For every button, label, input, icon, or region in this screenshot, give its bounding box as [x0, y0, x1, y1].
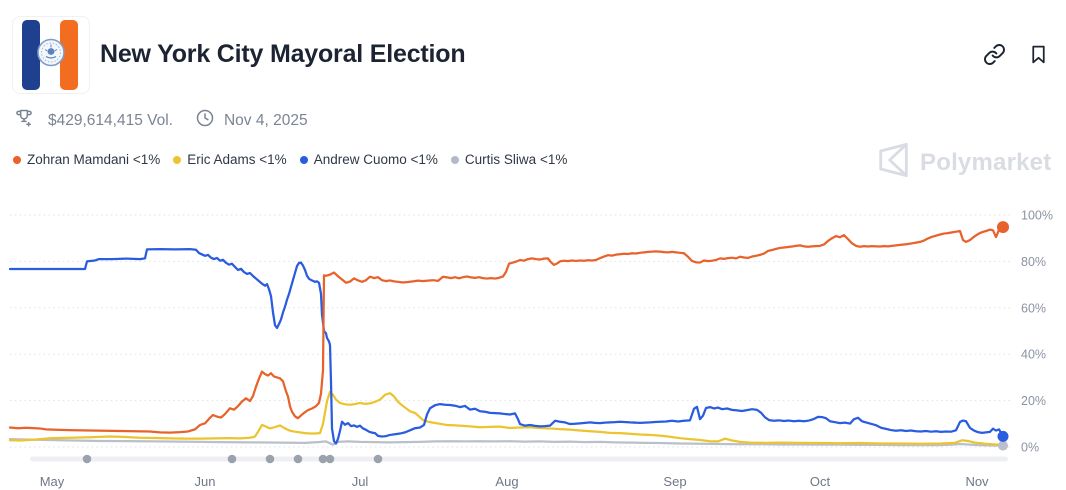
x-axis-label-jun: Jun [195, 474, 216, 489]
y-axis-label-80%: 80% [1021, 255, 1046, 269]
series-endpoint-andrew-cuomo [997, 430, 1009, 442]
watermark-text: Polymarket [920, 148, 1052, 176]
timeline-event-dot[interactable] [82, 454, 92, 464]
series-line-eric-adams [8, 390, 1005, 447]
copy-link-button[interactable] [980, 42, 1008, 70]
header-actions [980, 42, 1052, 70]
legend-value: <1% [410, 152, 438, 167]
nyc-flag-blue-bar [22, 20, 40, 90]
legend-name: Curtis Sliwa [464, 152, 537, 167]
bookmark-icon [1028, 43, 1049, 69]
timeline-event-dot[interactable] [373, 454, 383, 464]
price-history-chart[interactable]: 0% 20% 40% 60% 80% 100% May Jun Jul Aug Sep Oct Nov [0, 195, 1066, 490]
x-axis-label-aug: Aug [495, 474, 518, 489]
polymarket-logo-icon [877, 142, 911, 183]
timeline-event-dot[interactable] [325, 454, 335, 464]
y-axis-label-20%: 20% [1021, 394, 1046, 408]
y-axis-label-40%: 40% [1021, 348, 1046, 362]
timeline-scrubber-track[interactable] [30, 456, 1008, 462]
x-axis-label-sep: Sep [663, 474, 686, 489]
series-line-zohran-mamdani [8, 225, 1005, 434]
y-axis-label-100%: 100% [1021, 209, 1053, 223]
x-axis-label-oct: Oct [810, 474, 831, 489]
chart-legend: Zohran Mamdani <1% Eric Adams <1% Andrew… [13, 152, 567, 167]
series-endpoint-curtis-sliwa [998, 440, 1008, 451]
y-axis-label-0%: 0% [1021, 441, 1039, 455]
market-meta: $429,614,415 Vol. Nov 4, 2025 [14, 108, 308, 133]
series-dot-sliwa [450, 155, 459, 164]
trophy-icon [14, 108, 34, 133]
x-axis-label-nov: Nov [965, 474, 989, 489]
x-axis-label-jul: Jul [352, 474, 369, 489]
legend-name: Andrew Cuomo [313, 152, 407, 167]
series-dot-cuomo [299, 155, 308, 164]
link-icon [983, 43, 1006, 69]
timeline-event-dot[interactable] [293, 454, 303, 464]
nyc-seal-icon [36, 38, 66, 73]
legend-value: <1% [259, 152, 287, 167]
y-axis-label-60%: 60% [1021, 301, 1046, 315]
legend-item-sliwa[interactable]: Curtis Sliwa <1% [450, 152, 568, 167]
series-dot-mamdani [13, 155, 21, 164]
end-date-text: Nov 4, 2025 [223, 111, 308, 129]
legend-item-cuomo[interactable]: Andrew Cuomo <1% [299, 152, 438, 167]
legend-value: <1% [132, 152, 161, 167]
polymarket-watermark: Polymarket [877, 142, 1051, 183]
nyc-flag-orange-bar [60, 20, 78, 90]
legend-value: <1% [539, 152, 568, 167]
series-line-andrew-cuomo [8, 247, 1005, 445]
volume-text: $429,614,415 Vol. [48, 111, 173, 129]
bookmark-button[interactable] [1024, 42, 1052, 70]
timeline-event-dot[interactable] [227, 454, 237, 464]
timeline-event-dot[interactable] [318, 454, 328, 464]
legend-item-adams[interactable]: Eric Adams <1% [173, 152, 287, 167]
market-thumbnail [12, 16, 90, 94]
x-axis-label-may: May [40, 474, 65, 489]
clock-icon [195, 108, 215, 133]
series-endpoint-zohran-mamdani [997, 221, 1009, 234]
legend-name: Zohran Mamdani [27, 152, 130, 167]
series-line-curtis-sliwa [8, 437, 1005, 447]
legend-item-mamdani[interactable]: Zohran Mamdani <1% [13, 152, 160, 167]
timeline-event-dot[interactable] [265, 454, 275, 464]
legend-name: Eric Adams [187, 152, 256, 167]
series-dot-adams [173, 155, 182, 164]
page-title: New York City Mayoral Election [100, 40, 466, 68]
